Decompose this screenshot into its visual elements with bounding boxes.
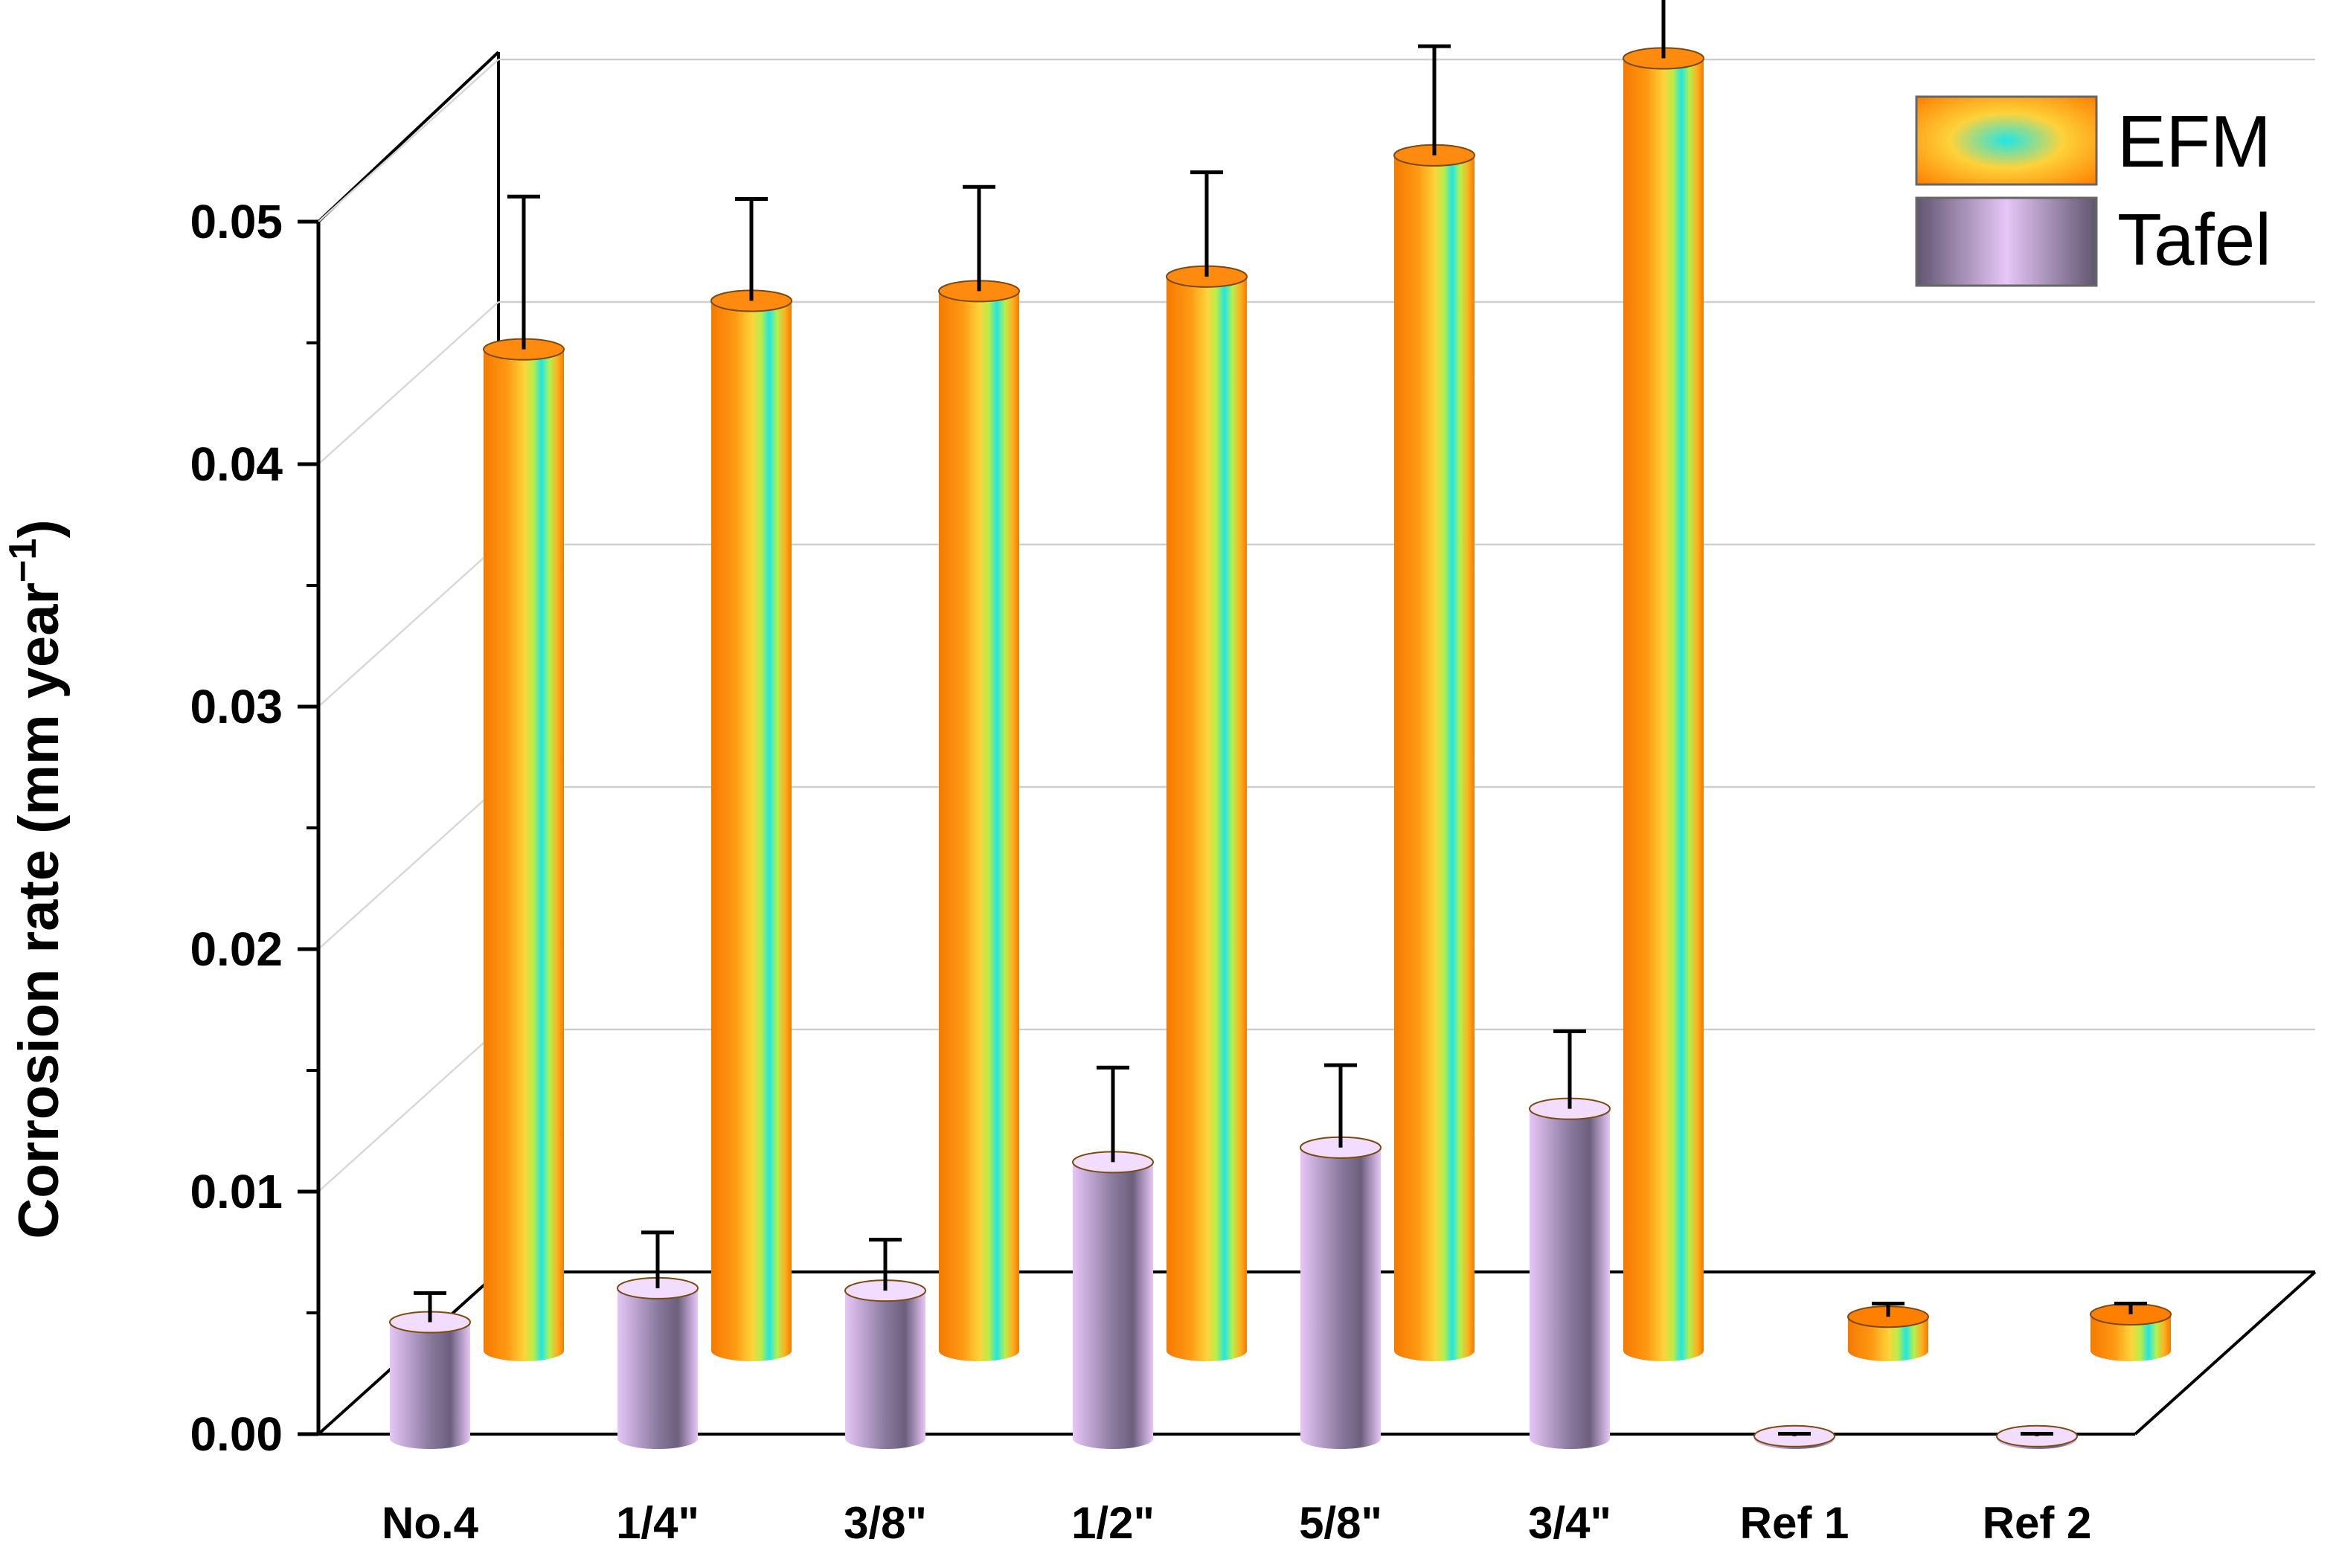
- tafel-bar-body: [1300, 1147, 1381, 1450]
- efm-bar-body: [1623, 58, 1704, 1362]
- tafel-bar: [389, 1311, 471, 1450]
- y-tick-label: 0.03: [190, 680, 283, 733]
- grid-line-side: [318, 1029, 499, 1192]
- legend: EFM Tafel: [1915, 95, 2271, 287]
- tafel-bar: [1753, 1424, 1835, 1450]
- tafel-bar: [1996, 1424, 2078, 1450]
- x-tick-label: 3/8": [844, 1498, 927, 1548]
- x-tick-label: 5/8": [1299, 1498, 1382, 1548]
- y-tick-label: 0.00: [190, 1407, 283, 1461]
- x-tick-label: 3/4": [1528, 1498, 1611, 1548]
- tafel-series: [389, 1029, 2078, 1450]
- efm-bar: [1393, 144, 1475, 1362]
- efm-bar-body: [1167, 276, 1247, 1362]
- efm-bar: [483, 338, 565, 1362]
- tafel-bar: [1072, 1151, 1154, 1450]
- tafel-bar: [844, 1279, 926, 1450]
- efm-bar-body: [484, 349, 564, 1362]
- y-tick-label: 0.01: [190, 1165, 283, 1218]
- floor-right-edge: [2134, 1270, 2317, 1436]
- x-tick-label: Ref 2: [1983, 1498, 2092, 1548]
- legend-label-tafel: Tafel: [2117, 199, 2271, 280]
- legend-swatch-tafel: [1915, 196, 2098, 287]
- x-axis-labels: No.4 1/4" 3/8" 1/2" 5/8" 3/4" Ref 1 Ref 2: [382, 1498, 2091, 1548]
- tafel-bar: [617, 1276, 699, 1450]
- tafel-bar-body: [1530, 1108, 1610, 1450]
- tafel-bar-body: [390, 1322, 470, 1450]
- grid-line-side: [318, 301, 499, 465]
- efm-series: [483, 0, 2172, 1362]
- efm-bar-body: [939, 291, 1019, 1362]
- efm-bar-body: [2090, 1314, 2171, 1362]
- x-tick-label: 1/2": [1071, 1498, 1155, 1548]
- y-tick-label: 0.04: [190, 437, 283, 491]
- efm-bar: [710, 289, 792, 1362]
- y-axis: 0.00 0.01 0.02 0.03 0.04 0.05: [190, 195, 321, 1461]
- tafel-bar-body: [1073, 1162, 1153, 1450]
- tafel-bar-body: [617, 1288, 698, 1450]
- tafel-bar-body: [845, 1291, 925, 1450]
- efm-bar: [1166, 265, 1248, 1362]
- grid-line-side: [318, 786, 499, 950]
- legend-swatch-efm: [1915, 95, 2098, 186]
- x-tick-label: Ref 1: [1740, 1498, 1849, 1548]
- y-tick-label: 0.05: [190, 195, 283, 248]
- efm-bar-body: [1394, 155, 1475, 1362]
- y-axis-title: Corrosion rate (mm year−1): [1, 519, 71, 1238]
- x-tick-label: No.4: [382, 1498, 479, 1548]
- efm-bar-body: [1848, 1317, 1928, 1362]
- tafel-bar: [1300, 1136, 1382, 1450]
- efm-bar: [1623, 47, 1704, 1362]
- grid-line-side: [318, 59, 499, 222]
- tafel-bar: [1529, 1097, 1611, 1450]
- efm-bar: [938, 280, 1020, 1362]
- efm-bar-body: [711, 301, 792, 1362]
- grid-line-side: [318, 544, 499, 707]
- y-tick-label: 0.02: [190, 922, 283, 976]
- x-tick-label: 1/4": [616, 1498, 699, 1548]
- legend-label-efm: EFM: [2117, 100, 2271, 182]
